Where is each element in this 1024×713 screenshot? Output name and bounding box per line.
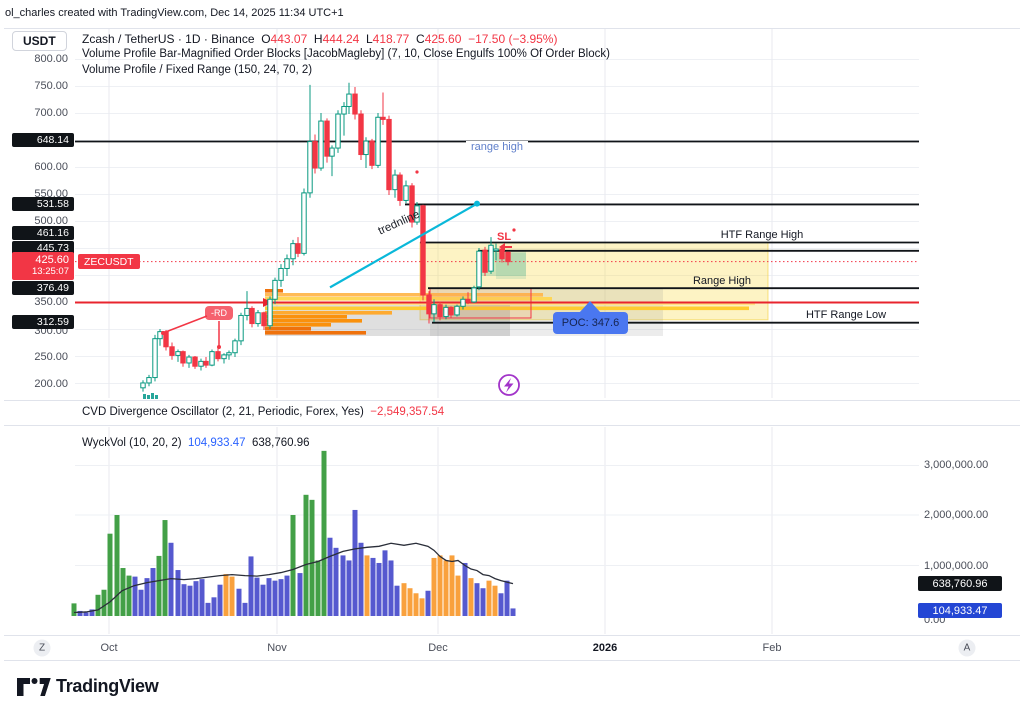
scrollbar-right-button[interactable]: A xyxy=(958,639,976,657)
lightning-icon[interactable] xyxy=(498,374,520,396)
price-level-badge: 648.14 xyxy=(12,133,74,147)
current-price-badge: 425.60 13:25:07 xyxy=(12,252,74,280)
red-dot-marker xyxy=(512,228,516,232)
trendline-endpoint-handle xyxy=(474,200,480,207)
red-dot-marker xyxy=(415,170,419,174)
ohlc-high-label: H xyxy=(313,32,323,46)
wyckvol-legend[interactable]: WyckVol (10, 20, 2) 104,933.47 638,760.9… xyxy=(82,437,310,449)
poc-pointer-icon xyxy=(579,301,601,313)
price-tick: 600.00 xyxy=(34,161,68,173)
price-level-badge: 461.16 xyxy=(12,226,74,240)
time-axis-label: Nov xyxy=(267,642,287,654)
volume-tick: 3,000,000.00 xyxy=(924,459,989,471)
rd-divergence-marker xyxy=(161,315,221,349)
current-price-value: 425.60 xyxy=(35,254,69,266)
price-level-badge: 531.58 xyxy=(12,197,74,211)
wyckvol-value-2: 638,760.96 xyxy=(251,437,310,449)
time-axis-label: Oct xyxy=(100,642,118,654)
price-tick: 750.00 xyxy=(34,80,68,92)
range-high-line-label[interactable]: range high xyxy=(466,141,528,153)
cvd-title[interactable]: CVD Divergence Oscillator (2, 21, Period… xyxy=(82,406,364,418)
ohlc-low-value: 418.77 xyxy=(372,32,410,46)
trendline[interactable] xyxy=(329,200,480,289)
attribution-text: ol_charles created with TradingView.com,… xyxy=(5,7,344,19)
wyckvol-value-1: 104,933.47 xyxy=(188,437,246,449)
volume-tick: 2,000,000.00 xyxy=(924,509,989,521)
ohlc-close-label: C xyxy=(416,32,425,46)
time-axis-label: Dec xyxy=(428,642,448,654)
price-tick: 200.00 xyxy=(34,378,68,390)
volume-tick: 1,000,000.00 xyxy=(924,560,989,572)
tradingview-logo-text: TradingView xyxy=(56,676,159,696)
price-level-badge: 312.59 xyxy=(12,315,74,329)
price-tick: 700.00 xyxy=(34,107,68,119)
ohlc-high-value: 444.24 xyxy=(322,32,360,46)
widget-top-border xyxy=(4,28,1020,29)
price-level-badge: 376.49 xyxy=(12,281,74,295)
time-axis-label: 2026 xyxy=(592,642,618,654)
pane-divider-2[interactable] xyxy=(4,425,1020,426)
volume-value-badge: 638,760.96 xyxy=(918,576,1002,591)
price-tick: 250.00 xyxy=(34,351,68,363)
tradingview-logo-icon xyxy=(17,678,51,696)
cvd-value: −2,549,357.54 xyxy=(370,406,445,418)
widget-bottom-border xyxy=(4,660,1020,661)
price-tick: 350.00 xyxy=(34,296,68,308)
symbol-price-line-label[interactable]: ZECUSDT xyxy=(78,254,140,269)
time-axis-top-border xyxy=(4,635,1020,636)
price-level-badge: 445.73 xyxy=(12,241,74,255)
stop-loss-label[interactable]: SL xyxy=(497,231,512,243)
price-tick: 500.00 xyxy=(34,215,68,227)
volume-ma-line xyxy=(73,542,514,614)
htf-range-high-label[interactable]: HTF Range High xyxy=(720,229,804,241)
candlestick-layer xyxy=(140,82,511,392)
scrollbar-left-button[interactable]: Z xyxy=(33,639,51,657)
poc-chip[interactable]: POC: 347.6 xyxy=(553,312,628,334)
symbol-legend[interactable]: Zcash / TetherUS · 1D · Binance O443.07 … xyxy=(82,32,557,46)
indicator-legend-order-blocks[interactable]: Volume Profile Bar-Magnified Order Block… xyxy=(82,48,610,60)
ohlc-open-value: 443.07 xyxy=(270,32,308,46)
countdown-timer: 13:25:07 xyxy=(32,265,69,277)
pane-divider-1[interactable] xyxy=(4,400,1020,401)
volume-bars-layer xyxy=(71,450,516,616)
rd-signal-label[interactable]: -RD xyxy=(205,306,233,320)
price-tick: 800.00 xyxy=(34,53,68,65)
currency-toggle-button[interactable]: USDT xyxy=(12,31,67,51)
wyckvol-title[interactable]: WyckVol (10, 20, 2) xyxy=(82,437,182,449)
delta-micro-bars xyxy=(143,393,158,399)
indicator-legend-volume-profile[interactable]: Volume Profile / Fixed Range (150, 24, 7… xyxy=(82,64,313,76)
change-value: −17.50 (−3.95%) xyxy=(468,32,558,46)
ohlc-low-label: L xyxy=(365,32,373,46)
range-high-level-label[interactable]: Range High xyxy=(692,275,752,287)
htf-range-low-label[interactable]: HTF Range Low xyxy=(805,309,887,321)
ohlc-open-label: O xyxy=(261,32,271,46)
symbol-title[interactable]: Zcash / TetherUS · 1D · Binance xyxy=(82,32,255,46)
volume-ma-value-badge: 104,933.47 xyxy=(918,603,1002,618)
cvd-legend[interactable]: CVD Divergence Oscillator (2, 21, Period… xyxy=(82,406,444,418)
ohlc-close-value: 425.60 xyxy=(424,32,462,46)
sl-arrow-icon xyxy=(499,243,512,251)
time-axis-label: Feb xyxy=(762,642,782,654)
